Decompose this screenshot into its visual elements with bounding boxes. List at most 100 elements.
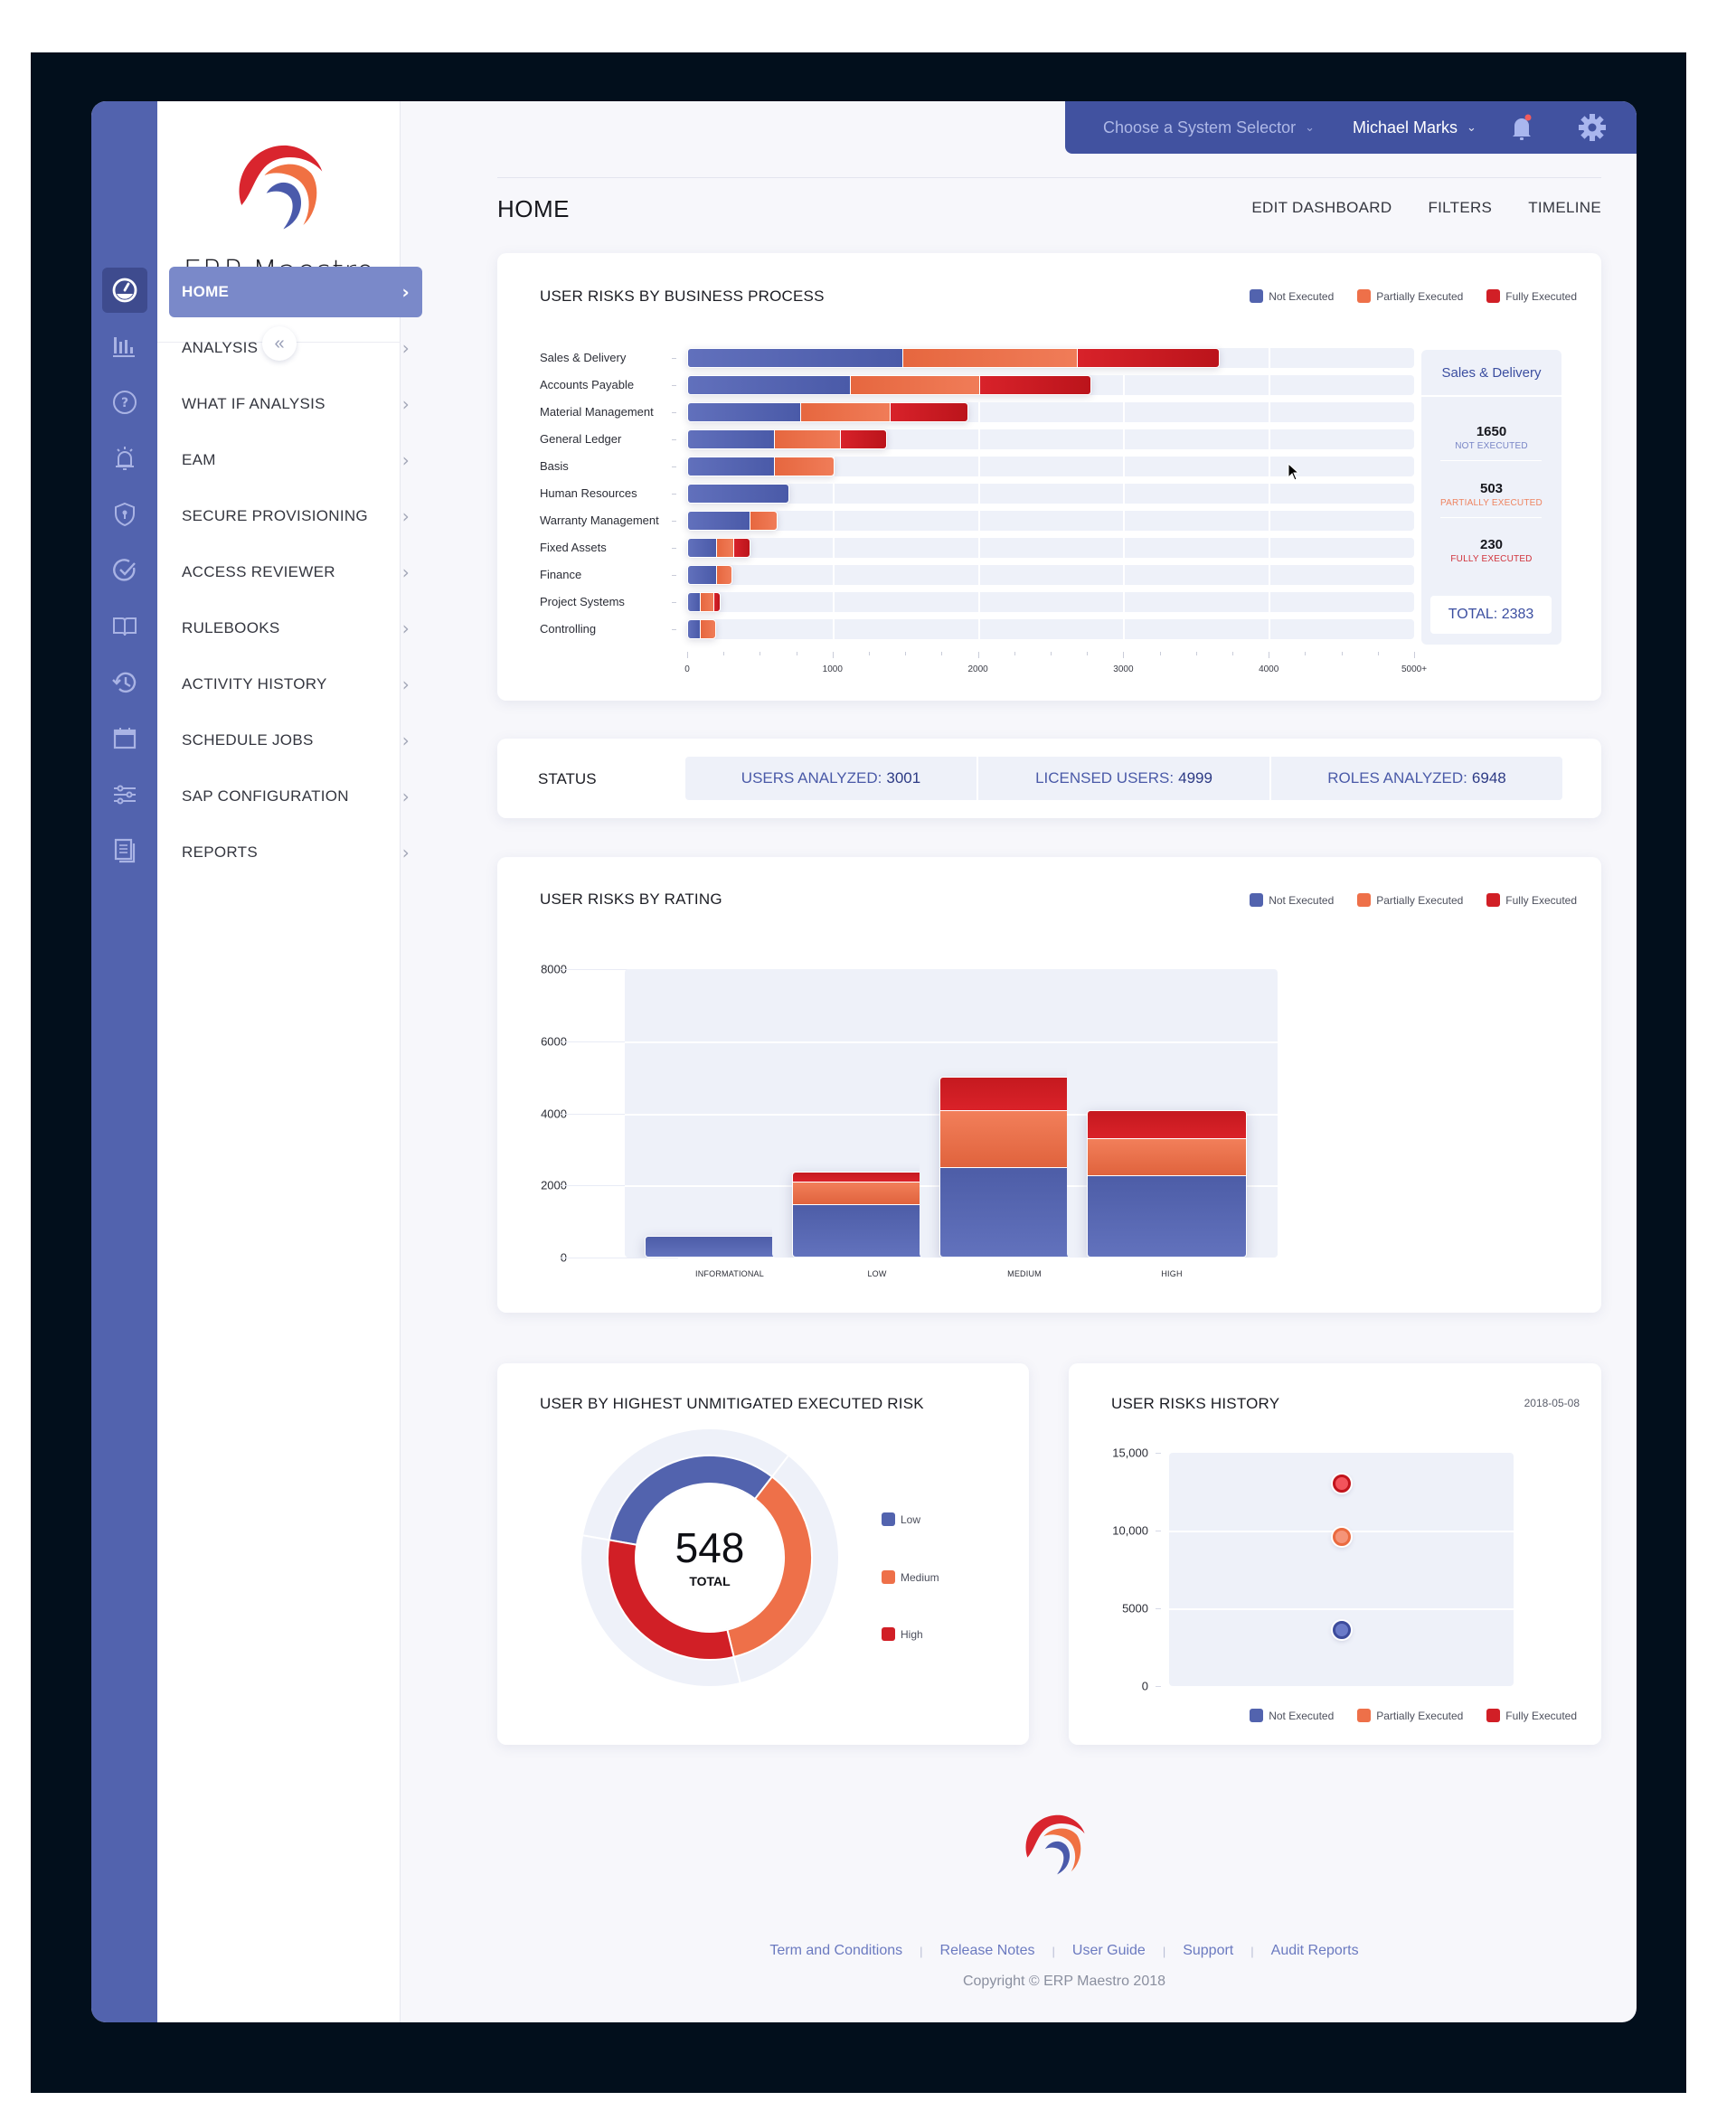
donut-total: 548: [675, 1524, 745, 1571]
system-selector-dropdown[interactable]: Choose a System Selector ⌄: [1103, 118, 1315, 137]
rail-rulebooks[interactable]: [102, 604, 147, 649]
sidebar-item-home[interactable]: HOME ›: [169, 267, 422, 317]
page-actions: EDIT DASHBOARD FILTERS TIMELINE: [1251, 199, 1601, 217]
bar-project-systems[interactable]: [687, 592, 722, 612]
bar-segment: [701, 620, 715, 638]
stacked-bar[interactable]: [1087, 1109, 1247, 1258]
data-point-fully-executed[interactable]: [1332, 1475, 1351, 1493]
erp-maestro-logo-icon: [239, 145, 322, 230]
chevron-right-icon: ›: [401, 730, 410, 751]
sidebar-item-eam[interactable]: EAM ›: [169, 435, 422, 485]
collapse-sidebar-button[interactable]: «: [262, 326, 297, 361]
bar-material-management[interactable]: [687, 402, 968, 422]
dashboard-gauge-icon: [112, 278, 137, 303]
bar-track: [687, 619, 1414, 639]
gridline: [772, 1041, 983, 1043]
rail-home[interactable]: [102, 268, 147, 313]
footer-link-release-notes[interactable]: Release Notes: [939, 1943, 1035, 1958]
rail-sap-configuration[interactable]: [102, 772, 147, 817]
bar-sales-delivery[interactable]: [687, 348, 1220, 368]
sidebar-item-label: WHAT IF ANALYSIS: [182, 395, 326, 412]
svg-text:?: ?: [121, 396, 128, 410]
footer-link-terms[interactable]: Term and Conditions: [769, 1943, 903, 1958]
timeline-button[interactable]: TIMELINE: [1528, 199, 1601, 216]
donut-segment-high[interactable]: [607, 1539, 735, 1661]
category-label: General Ledger: [540, 432, 622, 446]
bar-segment: [775, 457, 834, 476]
gridline: [561, 969, 678, 970]
sidebar-item-schedule-jobs[interactable]: SCHEDULE JOBS ›: [169, 715, 422, 766]
rail-schedule-jobs[interactable]: [102, 716, 147, 761]
sidebar-item-activity-history[interactable]: ACTIVITY HISTORY ›: [169, 659, 422, 710]
rail-secure-provisioning[interactable]: [102, 492, 147, 537]
swatch: [882, 1570, 895, 1584]
bar-human-resources[interactable]: [687, 484, 789, 504]
axis-tick: [1377, 652, 1379, 655]
bar-segment: [717, 566, 732, 584]
hover-detail-panel: Sales & Delivery 1650 NOT EXECUTED 503 P…: [1421, 350, 1561, 645]
rail-access-reviewer[interactable]: [102, 548, 147, 593]
sidebar-item-access-reviewer[interactable]: ACCESS REVIEWER ›: [169, 547, 422, 598]
rail-eam[interactable]: [102, 436, 147, 481]
sidebar-item-secure-provisioning[interactable]: SECURE PROVISIONING ›: [169, 491, 422, 542]
gridline: [832, 619, 835, 639]
sidebar-item-reports[interactable]: REPORTS ›: [169, 827, 422, 878]
bell-icon[interactable]: [1506, 112, 1537, 143]
rail-reports[interactable]: [102, 828, 147, 873]
legend-fully-executed: Fully Executed: [1486, 893, 1577, 907]
bar-segment: [801, 403, 891, 421]
bar-basis[interactable]: [687, 457, 835, 476]
legend-partially-executed: Partially Executed: [1357, 1709, 1463, 1722]
bar-segment: [902, 349, 1078, 367]
status-card: STATUS USERS ANALYZED: 3001 LICENSED USER…: [497, 739, 1601, 818]
donut-hole: [637, 1484, 783, 1631]
bar-track: [687, 511, 1414, 531]
rail-what-if[interactable]: ?: [102, 380, 147, 425]
data-point-partially-executed[interactable]: [1332, 1527, 1351, 1546]
swatch: [1250, 893, 1264, 907]
bar-segment: [646, 1237, 804, 1257]
axis-tick: [1414, 652, 1415, 658]
rail-analysis[interactable]: [102, 324, 147, 369]
footer-link-support[interactable]: Support: [1183, 1943, 1234, 1958]
y-axis-label: 5000: [1122, 1601, 1148, 1616]
app-window: ?: [91, 101, 1637, 2022]
card-title: USER RISKS BY RATING: [540, 890, 722, 908]
chart-legend: Not Executed Partially Executed Fully Ex…: [1250, 893, 1577, 907]
bar-fixed-assets[interactable]: [687, 538, 750, 558]
footer-link-audit-reports[interactable]: Audit Reports: [1270, 1943, 1359, 1958]
bar-segment: [840, 430, 886, 448]
footer-link-user-guide[interactable]: User Guide: [1071, 1943, 1146, 1958]
axis-tick: [1305, 652, 1307, 655]
user-menu-dropdown[interactable]: Michael Marks ⌄: [1353, 118, 1477, 137]
bar-segment: [980, 376, 1091, 394]
bar-controlling[interactable]: [687, 619, 716, 639]
sidebar-item-rulebooks[interactable]: RULEBOOKS ›: [169, 603, 422, 654]
sliders-icon: [114, 785, 136, 805]
x-axis-label: LOW: [867, 1269, 887, 1278]
edit-dashboard-button[interactable]: EDIT DASHBOARD: [1251, 199, 1392, 216]
bar-accounts-payable[interactable]: [687, 375, 1092, 395]
axis-tick: [672, 629, 676, 630]
category-label: Fixed Assets: [540, 541, 607, 554]
filters-button[interactable]: FILTERS: [1428, 199, 1493, 216]
axis-tick: [1156, 1608, 1161, 1609]
rail-activity-history[interactable]: [102, 660, 147, 705]
category-label: Finance: [540, 568, 582, 581]
bar-warranty-management[interactable]: [687, 511, 778, 531]
bar-general-ledger[interactable]: [687, 429, 887, 449]
data-point-not-executed[interactable]: [1332, 1621, 1351, 1640]
sidebar-item-sap-configuration[interactable]: SAP CONFIGURATION ›: [169, 771, 422, 822]
sidebar-item-analysis[interactable]: ANALYSIS ›: [169, 323, 422, 373]
gridline: [1123, 565, 1126, 585]
risk-history-card: USER RISKS HISTORY 2018-05-08 0 5000 10,00…: [1069, 1363, 1601, 1745]
bar-segment: [688, 593, 702, 611]
gear-icon[interactable]: [1577, 112, 1608, 143]
axis-tick: [1014, 652, 1015, 655]
sidebar-item-what-if-analysis[interactable]: WHAT IF ANALYSIS ›: [169, 379, 422, 429]
chevron-down-icon: ⌄: [1305, 120, 1316, 134]
bar-finance[interactable]: [687, 565, 733, 585]
y-axis-label: 8000: [541, 962, 567, 976]
swatch: [1357, 1709, 1372, 1722]
bar-segment: [717, 539, 735, 557]
